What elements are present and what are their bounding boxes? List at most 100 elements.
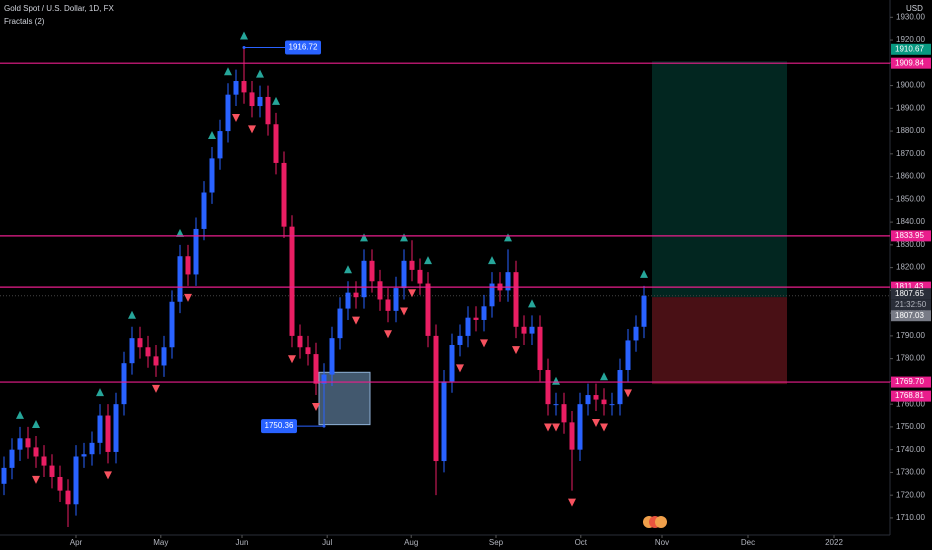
fractal-up — [32, 420, 40, 429]
candle-body — [289, 226, 295, 336]
candle-body — [529, 326, 535, 334]
candle-body — [345, 292, 351, 309]
entry-tag-label: 1807.03 — [895, 311, 924, 320]
y-tick-label: 1710.00 — [896, 513, 925, 522]
candle-body — [57, 476, 63, 491]
candle-body — [545, 370, 551, 405]
candle-body — [169, 301, 175, 348]
y-tick-label: 1840.00 — [896, 217, 925, 226]
fractal-up — [640, 269, 648, 278]
level-tag-label: 1811.43 — [895, 282, 924, 291]
fractal-up — [256, 69, 264, 78]
y-tick-label: 1750.00 — [896, 422, 925, 431]
fractal-down — [184, 293, 192, 302]
candle-body — [321, 374, 327, 384]
fractal-down — [408, 289, 416, 298]
icon-dot — [655, 516, 667, 528]
target-tag — [891, 43, 931, 55]
candle-body — [313, 354, 319, 384]
zone-box — [318, 371, 371, 426]
candle-body — [265, 96, 271, 125]
candle-body — [49, 465, 55, 477]
candle-body — [65, 490, 71, 505]
y-tick-label: 1780.00 — [896, 354, 925, 363]
candle-body — [97, 415, 103, 443]
candle-body — [153, 356, 159, 366]
level-tag — [891, 57, 931, 69]
candle-body — [433, 335, 439, 462]
low-dot — [322, 424, 326, 428]
candle-body — [305, 347, 311, 355]
candle-body — [641, 295, 647, 327]
candle-body — [41, 456, 47, 466]
high-label-box — [285, 40, 321, 55]
x-tick-label: May — [153, 538, 168, 547]
fractal-up — [224, 67, 232, 76]
level-tag-label: 1833.95 — [895, 231, 924, 240]
replay-icon[interactable] — [643, 516, 667, 528]
y-tick-label: 1870.00 — [896, 149, 925, 158]
candle-body — [561, 404, 567, 423]
x-tick-label: Nov — [655, 538, 669, 547]
candle-body — [129, 338, 135, 364]
fractal-up — [488, 256, 496, 265]
candle-body — [537, 326, 543, 371]
y-tick-label: 1820.00 — [896, 263, 925, 272]
y-tick-label: 1890.00 — [896, 103, 925, 112]
candle-body — [377, 281, 383, 300]
indicator-label: Fractals (2) — [4, 17, 45, 26]
x-tick-label: Oct — [575, 538, 588, 547]
fractal-down — [512, 346, 520, 355]
candle-body — [17, 438, 23, 450]
candle-body — [505, 272, 511, 291]
candle-body — [625, 340, 631, 371]
candle-body — [89, 442, 95, 455]
x-tick-label: Apr — [70, 538, 83, 547]
candle-body — [441, 381, 447, 462]
fractal-up — [16, 410, 24, 419]
candle-body — [145, 347, 151, 357]
fractal-up — [600, 372, 608, 381]
candle-body — [137, 338, 143, 348]
fractal-up — [176, 228, 184, 237]
low-label: 1750.36 — [265, 421, 294, 430]
candle-body — [385, 299, 391, 311]
fractal-down — [32, 475, 40, 484]
candle-body — [81, 454, 87, 457]
candle-body — [449, 344, 455, 382]
candle-body — [217, 131, 223, 159]
fractal-up — [552, 376, 560, 385]
candle-body — [513, 272, 519, 327]
candle-body — [121, 363, 127, 405]
fractal-down — [104, 471, 112, 480]
candle-body — [329, 338, 335, 375]
candle-body — [353, 292, 359, 298]
candle-body — [273, 124, 279, 163]
entry-tag — [891, 310, 931, 322]
x-tick-label: Aug — [404, 538, 418, 547]
candle-body — [457, 335, 463, 345]
candle-body — [161, 347, 167, 366]
currency-label: USD — [906, 4, 923, 13]
last-price-tag — [891, 288, 931, 300]
high-dot — [242, 46, 246, 50]
candle-body — [481, 306, 487, 320]
loss-zone — [652, 297, 787, 385]
x-tick-label: Jul — [322, 538, 332, 547]
y-tick-label: 1830.00 — [896, 240, 925, 249]
fractal-up — [208, 131, 216, 140]
level-tag-label: 1909.84 — [895, 58, 924, 67]
candle-body — [193, 228, 199, 275]
candle-body — [369, 260, 375, 282]
y-tick-label: 1740.00 — [896, 445, 925, 454]
fractal-up — [528, 299, 536, 308]
x-tick-label: 2022 — [825, 538, 843, 547]
candle-body — [401, 260, 407, 289]
candle-body — [1, 467, 7, 484]
candle-body — [465, 317, 471, 336]
candle-body — [105, 415, 111, 452]
x-tick-label: Jun — [236, 538, 249, 547]
fractal-up — [128, 310, 136, 319]
y-tick-label: 1730.00 — [896, 468, 925, 477]
fractal-down — [152, 384, 160, 393]
